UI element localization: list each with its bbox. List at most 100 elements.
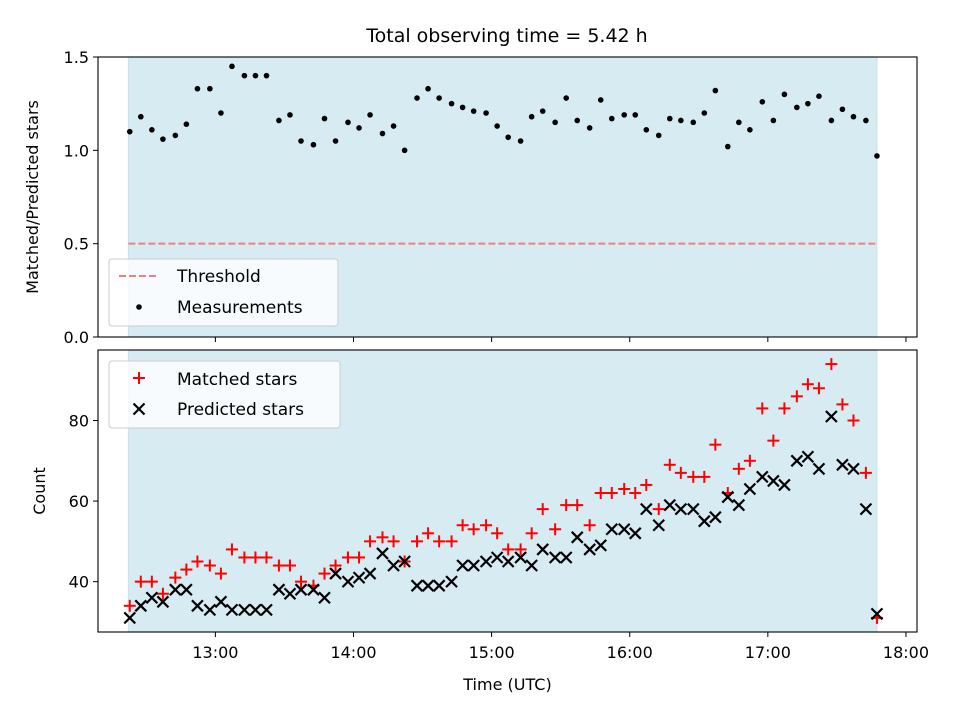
matched-point <box>387 535 400 548</box>
legend-matched-swatch <box>133 372 145 384</box>
y-tick-label: 0.5 <box>64 235 89 254</box>
predicted-point <box>376 547 389 560</box>
measurement-point <box>528 113 535 120</box>
matched-point <box>502 543 515 556</box>
predicted-point <box>169 583 182 596</box>
predicted-point <box>825 410 838 423</box>
legend-box <box>108 258 339 327</box>
predicted-point <box>652 518 666 532</box>
predicted-point <box>536 543 549 556</box>
matched-point <box>583 519 596 532</box>
predicted-point <box>363 567 377 580</box>
x-tick-label: 13:00 <box>192 643 238 662</box>
predicted-point <box>617 522 631 536</box>
measurement-point <box>874 153 880 159</box>
matched-point <box>594 487 607 500</box>
measurement-point <box>390 123 397 129</box>
legend-predicted-swatch <box>132 402 146 416</box>
measurement-point <box>563 95 569 101</box>
matched-point <box>836 398 849 411</box>
matched-point <box>859 466 872 479</box>
predicted-point <box>583 543 596 556</box>
matched-point <box>825 358 838 371</box>
x-tick-label: 14:00 <box>330 643 376 662</box>
predicted-point <box>467 559 480 572</box>
predicted-point <box>525 559 538 572</box>
matched-point <box>341 551 354 564</box>
legend-predicted-label: Predicted stars <box>177 400 304 420</box>
ratio-panel: 0.0 0.5 1.0 1.5 Matched/Predicted stars Thres… <box>23 48 918 347</box>
legend: Threshold Measurements <box>108 258 339 327</box>
measurement-point <box>597 97 604 103</box>
predicted-point <box>836 458 849 472</box>
measurement-point <box>483 110 489 116</box>
matched-point <box>549 523 562 536</box>
measurement-point <box>367 112 373 118</box>
measurement-point <box>218 110 224 116</box>
measurement-point <box>310 141 317 148</box>
predicted-point <box>663 498 677 512</box>
predicted-point <box>398 555 411 568</box>
matched-point <box>709 438 722 451</box>
predicted-point <box>859 502 873 516</box>
predicted-point <box>272 583 286 596</box>
predicted-point <box>801 450 815 464</box>
predicted-point <box>870 607 884 621</box>
predicted-point <box>421 579 435 592</box>
measurement-point <box>828 117 835 124</box>
matched-point <box>571 499 584 512</box>
measurement-point <box>621 112 628 118</box>
predicted-point <box>249 603 262 617</box>
x-axis-label: Time (UTC) <box>462 675 551 694</box>
predicted-point <box>225 603 239 617</box>
predicted-point <box>318 591 331 605</box>
measurement-point <box>276 117 282 124</box>
predicted-point <box>260 603 273 617</box>
predicted-point <box>686 502 700 516</box>
measurement-point <box>172 132 179 139</box>
predicted-point <box>721 490 735 504</box>
matched-point <box>249 551 262 564</box>
measurement-point <box>539 108 546 114</box>
matched-point <box>663 458 676 471</box>
matched-point <box>456 519 469 532</box>
matched-point <box>445 535 458 548</box>
measurement-point <box>345 119 351 126</box>
matched-point <box>353 551 366 564</box>
measurement-point <box>263 72 270 79</box>
predicted-point <box>238 603 251 617</box>
matched-point <box>260 551 273 564</box>
matched-point <box>790 390 803 403</box>
matched-point <box>329 559 342 572</box>
predicted-point <box>501 555 515 568</box>
predicted-point <box>352 571 366 584</box>
predicted-point <box>294 583 308 596</box>
measurement-point <box>448 100 455 107</box>
measurement-point <box>736 119 742 126</box>
predicted-point <box>456 559 469 572</box>
matched-point <box>560 499 573 512</box>
predicted-point <box>628 527 642 540</box>
predicted-point <box>594 539 608 552</box>
measurement-point <box>436 95 442 101</box>
measurement-point <box>678 117 684 124</box>
predicted-point <box>570 531 584 544</box>
axes-frame <box>97 349 918 633</box>
legend-threshold-label: Threshold <box>176 267 261 287</box>
matched-point <box>536 503 549 516</box>
measurement-point <box>770 117 777 124</box>
predicted-point <box>410 579 424 592</box>
matched-point <box>514 543 527 556</box>
measurement-point <box>608 115 615 122</box>
predicted-point <box>743 482 757 496</box>
matched-point <box>480 519 493 532</box>
predicted-point <box>790 454 804 468</box>
measurement-point <box>839 106 846 113</box>
predicted-point <box>307 583 320 596</box>
matched-point <box>618 482 631 495</box>
matched-point <box>732 462 745 475</box>
measurement-point <box>701 110 708 116</box>
x-tick-label: 17:00 <box>745 643 791 662</box>
measurement-point <box>241 72 248 79</box>
legend-matched-label: Matched stars <box>177 370 297 390</box>
